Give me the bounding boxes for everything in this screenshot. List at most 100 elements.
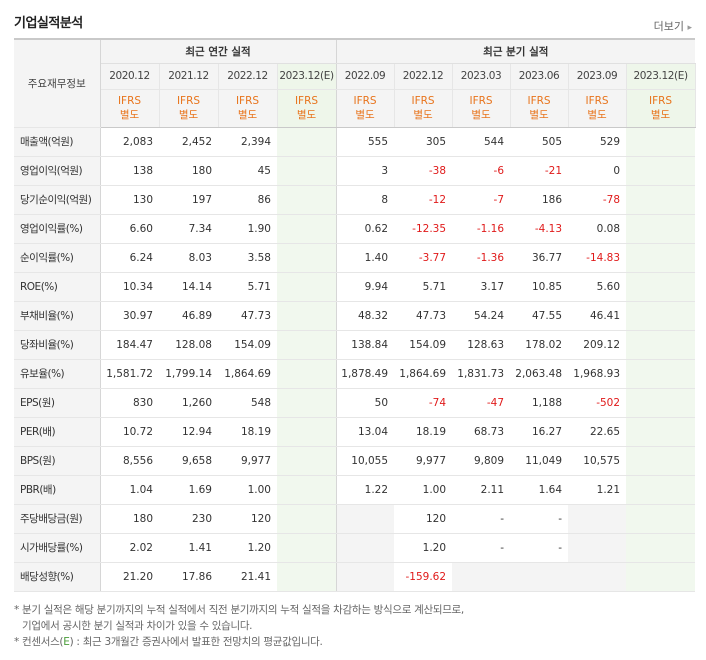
table-cell	[510, 562, 569, 592]
more-link[interactable]: 더보기 ▸	[654, 18, 692, 34]
table-cell: 2,063.48	[510, 359, 569, 389]
row-label: 유보율(%)	[14, 359, 101, 389]
table-row: 영업이익률(%) 6.60 7.34 1.90 0.62 -12.35 -1.16 -4.13…	[14, 213, 696, 244]
table-cell: 1,260	[159, 387, 218, 418]
table-cell: -	[510, 503, 569, 534]
table-cell	[336, 503, 395, 534]
category-header: 주요재무정보	[14, 39, 101, 128]
table-cell: 7.34	[159, 213, 218, 244]
table-row: 순이익률(%) 6.24 8.03 3.58 1.40 -3.77 -1.36 36.77 -1…	[14, 243, 696, 273]
table-row: 주당배당금(원) 180 230 120 120- -	[14, 503, 696, 534]
table-cell: -	[510, 533, 569, 563]
row-label: 주당배당금(원)	[14, 503, 101, 534]
table-cell: 1,878.49	[336, 359, 395, 389]
financial-performance-table: 주요재무정보 최근 연간 실적 최근 분기 실적 2020.12 2021.12 2022…	[14, 38, 696, 592]
period-header[interactable]: 2020.12	[100, 63, 160, 90]
table-cell: 128.63	[452, 330, 511, 360]
table-cell: 548	[218, 387, 277, 418]
table-cell	[626, 387, 696, 418]
table-cell: -3.77	[394, 243, 453, 273]
table-cell: 1.90	[218, 213, 277, 244]
table-cell	[336, 562, 395, 592]
section-title: 기업실적분석	[14, 16, 83, 31]
table-cell: 1.64	[510, 475, 569, 505]
row-label: ROE(%)	[14, 272, 101, 302]
period-header[interactable]: 2022.12	[394, 63, 453, 90]
footnote-quarter-calc-cont: 기업에서 공시한 분기 실적과 차이가 있을 수 있습니다.	[22, 620, 253, 632]
table-cell: 5.60	[568, 272, 627, 302]
table-cell: 10,055	[336, 446, 395, 476]
table-row: PBR(배) 1.04 1.69 1.00 1.22 1.00 2.11 1.64 1.21	[14, 475, 696, 505]
table-cell: 10.85	[510, 272, 569, 302]
table-cell: 5.71	[218, 272, 277, 302]
table-cell: 1.69	[159, 475, 218, 505]
ifrs-label: IFRS 별도	[568, 89, 627, 128]
table-cell	[626, 359, 696, 389]
table-cell	[277, 185, 337, 215]
annual-group-header: 최근 연간 실적	[100, 39, 337, 64]
table-cell: 5.71	[394, 272, 453, 302]
table-cell: 1,188	[510, 387, 569, 418]
period-header[interactable]: 2023.03	[452, 63, 511, 90]
table-cell: 12.94	[159, 417, 218, 447]
table-cell: 45	[218, 156, 277, 186]
ifrs-label: IFRS 별도	[510, 89, 569, 128]
row-label: 당좌비율(%)	[14, 330, 101, 360]
table-cell: 50	[336, 387, 395, 418]
table-cell: 184.47	[100, 330, 159, 360]
period-header[interactable]: 2022.12	[218, 63, 278, 90]
period-header[interactable]: 2023.06	[510, 63, 569, 90]
more-link-label[interactable]: 더보기	[653, 20, 684, 33]
table-cell: 13.04	[336, 417, 395, 447]
table-cell: 186	[510, 185, 569, 215]
table-cell	[277, 359, 337, 389]
footnote-consensus: * 컨센서스(E) : 최근 3개월간 증권사에서 발표한 전망치의 평균값입니…	[14, 636, 323, 648]
table-cell: 10.34	[100, 272, 159, 302]
table-cell: 11,049	[510, 446, 569, 476]
table-cell: -	[452, 533, 511, 563]
period-header[interactable]: 2023.09	[568, 63, 627, 90]
period-header[interactable]: 2022.09	[336, 63, 395, 90]
table-cell: -12.35	[394, 213, 453, 244]
table-cell	[277, 475, 337, 505]
table-cell	[568, 562, 627, 592]
table-cell: 3.17	[452, 272, 511, 302]
table-cell: 1.00	[218, 475, 277, 505]
row-label: 당기순이익(억원)	[14, 185, 101, 215]
table-cell: 54.24	[452, 300, 511, 331]
table-cell	[626, 300, 696, 331]
table-cell: 86	[218, 185, 277, 215]
table-cell: 197	[159, 185, 218, 215]
table-cell	[626, 417, 696, 447]
period-header[interactable]: 2021.12	[159, 63, 219, 90]
ifrs-label: IFRS 별도	[100, 89, 160, 128]
table-cell: 1.41	[159, 533, 218, 563]
table-cell: 230	[159, 503, 218, 534]
table-cell: 1.00	[394, 475, 453, 505]
table-cell	[626, 562, 696, 592]
period-header[interactable]: 2023.12(E)	[277, 63, 337, 90]
table-cell: 17.86	[159, 562, 218, 592]
table-cell	[626, 243, 696, 273]
table-cell: 2.02	[100, 533, 159, 563]
table-cell: 2,083	[100, 127, 159, 157]
table-cell: 22.65	[568, 417, 627, 447]
table-cell	[277, 533, 337, 563]
table-cell	[277, 272, 337, 302]
table-cell: -38	[394, 156, 453, 186]
table-cell: -4.13	[510, 213, 569, 244]
table-cell: 21.41	[218, 562, 277, 592]
table-cell	[626, 475, 696, 505]
table-cell	[626, 330, 696, 360]
table-cell: 8.03	[159, 243, 218, 273]
table-cell: 1,799.14	[159, 359, 218, 389]
table-cell: 3.58	[218, 243, 277, 273]
table-row: 유보율(%) 1,581.72 1,799.14 1,864.69 1,878.49 1,…	[14, 359, 696, 389]
period-header[interactable]: 2023.12(E)	[626, 63, 696, 90]
table-cell: 9,977	[394, 446, 453, 476]
table-cell	[277, 562, 337, 592]
ifrs-label: IFRS 별도	[159, 89, 219, 128]
table-cell: 1.20	[394, 533, 453, 563]
table-cell: 46.89	[159, 300, 218, 331]
table-cell: 1,864.69	[394, 359, 453, 389]
